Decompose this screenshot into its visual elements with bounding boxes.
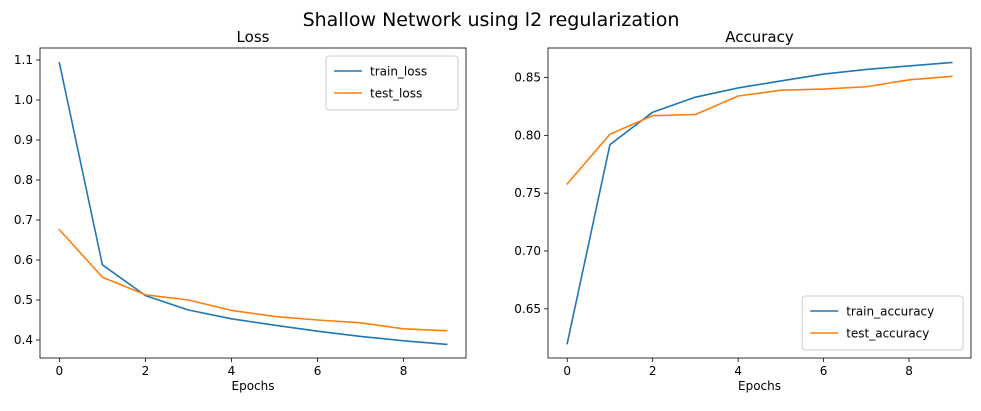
accuracy-legend-box: [801, 295, 964, 351]
accuracy-series-test-accuracy-line: [566, 75, 953, 186]
accuracy-y-tick-label: 0.80: [514, 128, 541, 142]
accuracy-x-tick-label: 2: [649, 364, 657, 378]
loss-chart-title: Loss: [237, 28, 270, 46]
loss-chart: Loss 0 2 4 6 8 0.4 0.5 0.6 0.7 0.8 0.9 1.0 1.1 Epochs t…: [14, 28, 467, 393]
accuracy-x-tick-label: 8: [905, 364, 913, 378]
loss-x-tick-label: 4: [228, 364, 236, 378]
accuracy-y-tick-label: 0.70: [514, 244, 541, 258]
accuracy-axes-frame: [547, 47, 972, 359]
loss-x-tick-label: 6: [314, 364, 322, 378]
loss-y-tick-label: 1.1: [14, 53, 33, 67]
accuracy-x-tick-label: 4: [734, 364, 742, 378]
loss-axes-frame: [39, 47, 467, 359]
loss-y-tick-label: 0.6: [14, 253, 33, 267]
figure-suptitle: Shallow Network using l2 regularization: [303, 9, 680, 31]
loss-legend-label-test-loss: test_loss: [370, 87, 422, 101]
loss-y-tick-label: 1.0: [14, 93, 33, 107]
loss-legend-label-train-loss: train_loss: [370, 65, 427, 79]
accuracy-legend-label-train-accuracy: train_accuracy: [846, 305, 934, 319]
loss-x-tick-label: 0: [56, 364, 64, 378]
accuracy-y-tick-label: 0.85: [514, 70, 541, 84]
accuracy-y-tick-label: 0.65: [514, 302, 541, 316]
loss-x-axis-label: Epochs: [232, 379, 275, 393]
accuracy-chart-title: Accuracy: [725, 28, 794, 46]
loss-y-tick-label: 0.9: [14, 133, 33, 147]
accuracy-x-tick-label: 6: [820, 364, 828, 378]
loss-x-tick-label: 8: [400, 364, 408, 378]
loss-y-tick-label: 0.7: [14, 213, 33, 227]
loss-legend: train_loss test_loss: [325, 55, 459, 111]
loss-y-tick-label: 0.5: [14, 293, 33, 307]
loss-y-tick-label: 0.4: [14, 333, 33, 347]
accuracy-legend-label-test-accuracy: test_accuracy: [846, 327, 929, 341]
accuracy-x-tick-label: 0: [563, 364, 571, 378]
accuracy-series-train-accuracy-line: [566, 61, 953, 345]
loss-x-tick-label: 2: [142, 364, 150, 378]
loss-y-tick-label: 0.8: [14, 173, 33, 187]
accuracy-legend: train_accuracy test_accuracy: [801, 295, 964, 351]
loss-legend-box: [325, 55, 459, 111]
accuracy-x-axis-label: Epochs: [738, 379, 781, 393]
accuracy-chart: Accuracy 0 2 4 6 8 0.65 0.70 0.75 0.80 0.85 Epochs t…: [514, 28, 972, 393]
loss-series-train-loss-line: [58, 61, 448, 346]
accuracy-y-tick-label: 0.75: [514, 186, 541, 200]
loss-series-test-loss-line: [58, 228, 448, 332]
